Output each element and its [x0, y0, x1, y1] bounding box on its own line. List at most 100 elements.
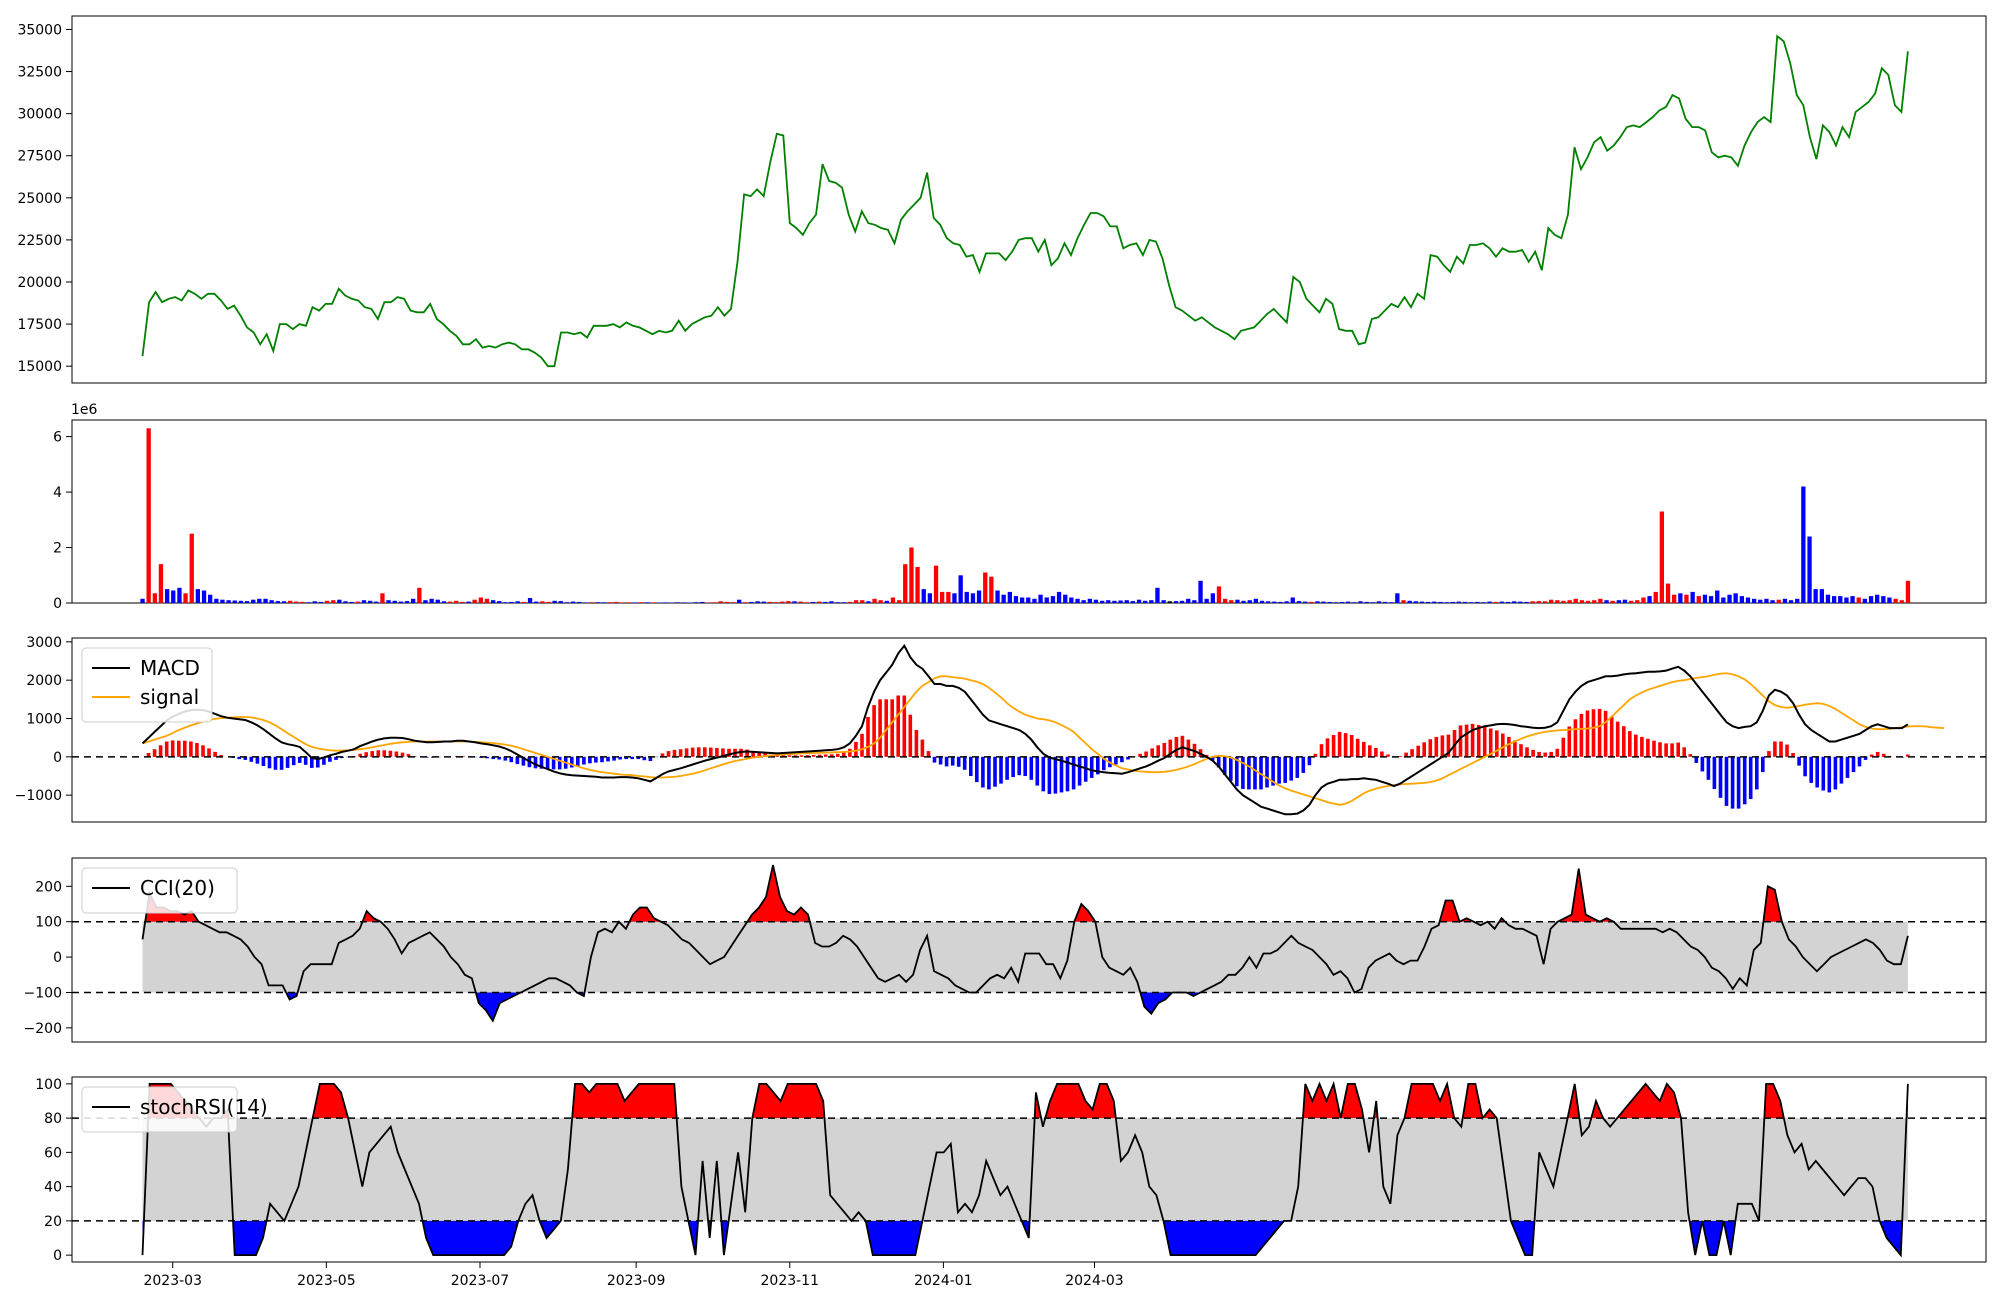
volume-bar: [263, 599, 267, 603]
macd-histogram-bar: [1858, 757, 1862, 767]
macd-histogram-bar: [1320, 744, 1324, 757]
volume-bar: [1746, 598, 1750, 604]
macd-histogram-bar: [370, 751, 374, 757]
y-tick-label: 30000: [17, 107, 62, 123]
volume-bar: [1727, 595, 1731, 603]
volume-bar: [559, 601, 563, 603]
macd-histogram-bar: [697, 747, 701, 757]
macd-histogram-bar: [890, 699, 894, 757]
volume-bar: [1174, 601, 1178, 603]
y-tick-label: 0: [53, 750, 62, 766]
macd-histogram-bar: [945, 757, 949, 767]
macd-histogram-bar: [1495, 730, 1499, 757]
volume-bar: [799, 602, 803, 603]
volume-bar: [1352, 602, 1356, 603]
volume-bar: [405, 601, 409, 603]
volume-bar: [374, 602, 378, 603]
macd-histogram-bar: [516, 757, 520, 764]
volume-bar: [1537, 601, 1541, 603]
macd-histogram-bar: [1265, 757, 1269, 788]
volume-bar: [1654, 592, 1658, 603]
macd-histogram-bar: [703, 747, 707, 757]
y-tick-label: 20: [44, 1214, 62, 1230]
volume-bar: [1432, 602, 1436, 603]
volume-bar: [1408, 601, 1412, 603]
volume-bar: [1838, 596, 1842, 603]
macd-histogram-bar: [1797, 757, 1801, 766]
volume-bar: [159, 564, 163, 603]
volume-bar: [1457, 602, 1461, 603]
volume-bar: [1721, 598, 1725, 604]
macd-histogram-bar: [860, 734, 864, 757]
volume-bar: [712, 602, 716, 603]
volume-bar: [380, 593, 384, 603]
volume-bar: [1777, 600, 1781, 603]
macd-histogram-bar: [1725, 757, 1729, 806]
macd-histogram-bar: [588, 757, 592, 764]
cci-panel-below-fill: [286, 993, 1200, 1021]
volume-bar: [1709, 596, 1713, 603]
macd-histogram-bar: [510, 757, 514, 762]
volume-bar: [1906, 581, 1910, 603]
volume-bar: [1229, 600, 1233, 603]
volume-bar: [1481, 602, 1485, 603]
y-tick-label: −200: [24, 1021, 62, 1037]
volume-bar: [959, 575, 963, 603]
y-tick-label: 35000: [17, 22, 62, 38]
macd-histogram-bar: [1586, 711, 1590, 757]
macd-histogram-bar: [1592, 709, 1596, 757]
volume-bar: [473, 600, 477, 603]
volume-bar: [1026, 598, 1030, 604]
macd-histogram-bar: [1773, 742, 1777, 757]
volume-bar: [1395, 593, 1399, 603]
volume-bar: [1740, 596, 1744, 603]
volume-bar: [620, 602, 624, 603]
volume-bar: [1377, 601, 1381, 603]
price-panel-frame: [72, 16, 1986, 383]
macd-histogram-bar: [1543, 753, 1547, 757]
legend-label: signal: [140, 685, 199, 709]
volume-bar: [1697, 596, 1701, 603]
volume-bar: [147, 428, 151, 603]
volume-bar: [1100, 601, 1104, 603]
volume-bar: [448, 602, 452, 603]
volume-bar: [1094, 600, 1098, 603]
y-tick-label: 0: [53, 1248, 62, 1264]
macd-histogram-bar: [1628, 731, 1632, 757]
volume-bar: [1549, 600, 1553, 603]
volume-bar: [928, 593, 932, 603]
macd-histogram-bar: [1519, 744, 1523, 757]
volume-bar: [325, 601, 329, 603]
volume-bar: [1186, 599, 1190, 603]
volume-bar: [386, 600, 390, 603]
volume-bar: [276, 601, 280, 603]
y-tick-label: 200: [35, 879, 62, 895]
volume-bar: [411, 599, 415, 603]
volume-panel-frame: [72, 420, 1986, 603]
volume-bar: [1303, 602, 1307, 603]
volume-bar: [1205, 599, 1209, 603]
volume-bar: [294, 602, 298, 603]
y-tick-label: 0: [53, 596, 62, 612]
macd-histogram-bar: [183, 741, 187, 757]
macd-histogram-bar: [1296, 757, 1300, 778]
volume-bar: [1020, 598, 1024, 604]
macd-histogram-bar: [993, 757, 997, 787]
macd-histogram-bar: [1664, 743, 1668, 756]
volume-bar: [1715, 591, 1719, 604]
volume-bar: [1764, 599, 1768, 603]
volume-bar: [1389, 602, 1393, 603]
volume-bar: [177, 588, 181, 603]
macd-histogram-bar: [1011, 757, 1015, 777]
volume-bar: [1684, 595, 1688, 603]
macd-histogram-bar: [1283, 757, 1287, 783]
macd-histogram-bar: [268, 757, 272, 769]
volume-bar: [1032, 599, 1036, 603]
volume-bar: [466, 602, 470, 603]
macd-histogram-bar: [848, 749, 852, 757]
volume-bar: [1383, 602, 1387, 603]
macd-histogram-bar: [1731, 757, 1735, 809]
volume-bar: [251, 600, 255, 603]
volume-bar: [571, 602, 575, 603]
